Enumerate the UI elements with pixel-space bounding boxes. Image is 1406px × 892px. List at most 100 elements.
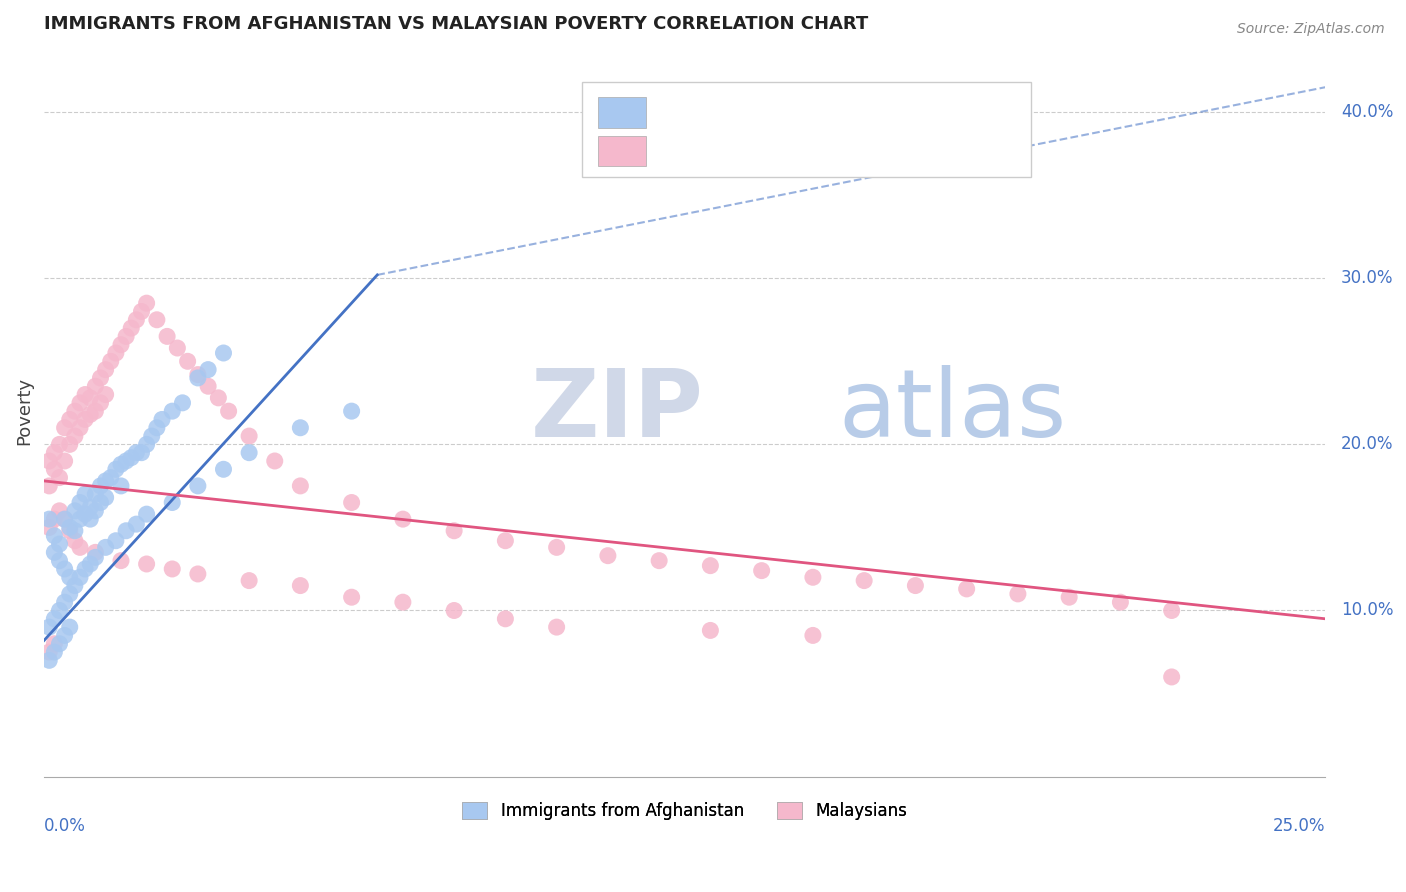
Point [84,545,107,559]
Point [392,595,415,609]
Point [84,504,107,518]
Point [699,624,721,638]
Point [84,550,107,565]
Point [238,429,260,443]
Point [79,512,101,526]
Point [69,396,91,410]
Point [131,445,153,459]
Point [48,554,70,568]
Point [38,512,60,526]
Point [79,408,101,422]
Point [84,487,107,501]
Point [48,437,70,451]
Point [79,500,101,515]
Point [63,429,86,443]
Point [94,474,117,488]
Point [546,620,568,634]
Point [115,524,138,538]
Point [853,574,876,588]
Point [69,541,91,555]
Point [59,437,82,451]
Point [135,296,157,310]
Point [904,578,927,592]
Point [84,379,107,393]
Point [89,479,111,493]
Point [79,557,101,571]
Point [104,462,127,476]
Point [63,404,86,418]
Point [596,549,619,563]
Point [801,628,824,642]
Point [648,554,671,568]
Point [290,578,312,592]
Point [494,533,516,548]
Point [110,554,132,568]
Point [340,495,363,509]
Text: atlas: atlas [838,365,1067,457]
Point [48,470,70,484]
Point [212,346,235,360]
Point [263,454,285,468]
Point [207,391,229,405]
Point [63,533,86,548]
Point [75,562,97,576]
Point [75,387,97,401]
Point [801,570,824,584]
Point [197,362,219,376]
Point [59,587,82,601]
Point [340,404,363,418]
Text: 40.0%: 40.0% [1341,103,1393,121]
Point [146,421,169,435]
Point [443,603,465,617]
Point [53,454,76,468]
Point [751,564,773,578]
Point [197,379,219,393]
Point [172,396,194,410]
Point [79,391,101,405]
Point [135,507,157,521]
Point [443,524,465,538]
Point [69,495,91,509]
Point [115,454,138,468]
Point [162,562,184,576]
Text: 30.0%: 30.0% [1341,269,1393,287]
Point [1160,603,1182,617]
Point [156,329,179,343]
Point [1007,587,1029,601]
Point [104,346,127,360]
Point [38,479,60,493]
Point [125,445,148,459]
Point [187,479,209,493]
Point [44,529,66,543]
Point [290,479,312,493]
Point [59,570,82,584]
Point [120,450,142,465]
Point [94,541,117,555]
FancyBboxPatch shape [582,82,1031,178]
Text: R =  0.476: R = 0.476 [662,103,766,121]
Point [38,520,60,534]
Text: ZIP: ZIP [531,365,704,457]
Legend: Immigrants from Afghanistan, Malaysians: Immigrants from Afghanistan, Malaysians [456,796,914,827]
Point [238,574,260,588]
Point [44,462,66,476]
Point [141,429,163,443]
Point [100,470,122,484]
Point [218,404,240,418]
Point [125,517,148,532]
Point [38,645,60,659]
Point [546,541,568,555]
Point [44,612,66,626]
Y-axis label: Poverty: Poverty [15,377,32,445]
Point [69,570,91,584]
Point [48,537,70,551]
Point [150,412,173,426]
Point [104,533,127,548]
Point [44,512,66,526]
Text: N = 66: N = 66 [870,103,938,121]
Point [53,512,76,526]
Text: Source: ZipAtlas.com: Source: ZipAtlas.com [1237,22,1385,37]
Point [115,329,138,343]
Point [53,628,76,642]
Point [38,620,60,634]
